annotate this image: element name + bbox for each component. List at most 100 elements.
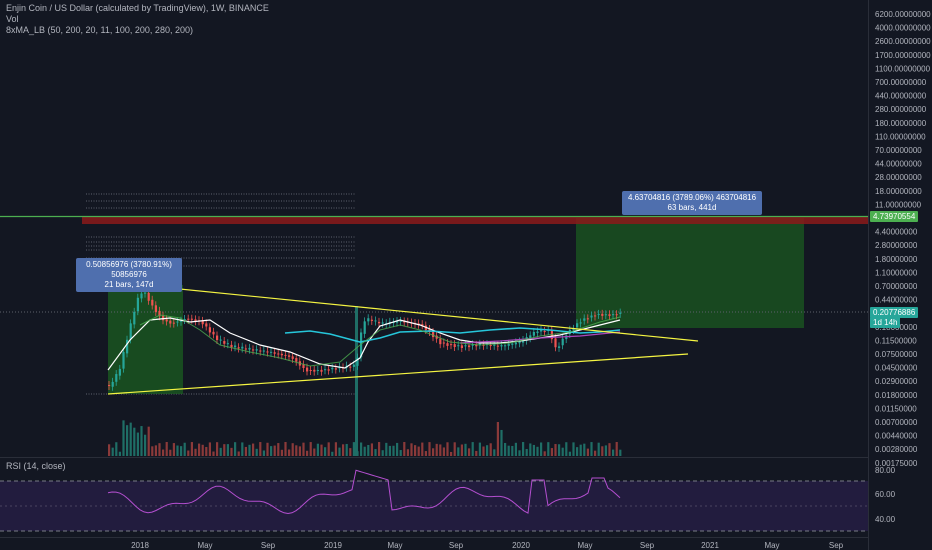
volume-bar xyxy=(511,445,514,456)
volume-bar xyxy=(360,442,363,456)
candle-body xyxy=(320,369,323,372)
candle-body xyxy=(237,347,240,349)
candle-body xyxy=(133,311,136,325)
volume-bar xyxy=(230,447,233,456)
candle-body xyxy=(266,351,269,353)
price-axis-label: 2600.00000000 xyxy=(875,37,931,46)
time-axis-label: 2021 xyxy=(701,541,719,550)
resistance-trendline[interactable] xyxy=(139,284,699,342)
volume-bar xyxy=(514,442,517,456)
candle-body xyxy=(194,319,197,322)
volume-legend[interactable]: Vol xyxy=(6,14,19,24)
measure-zone-left[interactable] xyxy=(108,285,183,394)
rsi-line[interactable] xyxy=(107,469,621,515)
candle-body xyxy=(331,367,334,370)
candlesticks xyxy=(108,288,622,391)
volume-bar xyxy=(352,442,355,456)
volume-bar xyxy=(500,429,503,456)
volume-bar xyxy=(158,443,161,456)
candle-body xyxy=(126,339,129,354)
price-axis-border xyxy=(868,0,869,550)
measure-zone-right[interactable] xyxy=(576,218,804,328)
price-axis-label: 1.80000000 xyxy=(875,255,918,264)
candle-body xyxy=(291,356,294,359)
volume-bar xyxy=(151,446,154,456)
candle-body xyxy=(493,344,496,346)
volume-bar xyxy=(507,445,510,456)
price-axis-label: 1.10000000 xyxy=(875,268,918,277)
volume-bar xyxy=(363,446,366,456)
price-axis-label: 0.00440000 xyxy=(875,432,918,441)
volume-bar xyxy=(183,442,186,456)
candle-body xyxy=(165,319,168,322)
volume-bar xyxy=(381,450,384,456)
volume-bar xyxy=(234,442,237,456)
volume-bar xyxy=(162,449,165,456)
time-axis-label: Sep xyxy=(449,541,464,550)
rsi-legend[interactable]: RSI (14, close) xyxy=(6,461,66,471)
candle-body xyxy=(122,352,125,369)
measure-label-left[interactable]: 0.50856976 (3780.91%) 50856976 21 bars, … xyxy=(76,258,182,292)
candle-body xyxy=(288,355,291,357)
candle-body xyxy=(144,292,147,294)
volume-bar xyxy=(111,447,114,456)
volume-bar xyxy=(558,444,561,456)
volume-bar xyxy=(612,449,615,456)
ma-green[interactable] xyxy=(139,314,621,367)
volume-bar xyxy=(277,443,280,456)
volume-bar xyxy=(291,443,294,456)
pane-divider[interactable] xyxy=(0,457,868,458)
candle-body xyxy=(262,350,265,352)
candle-body xyxy=(421,324,424,326)
volume-bar xyxy=(108,444,111,456)
volume-bar xyxy=(568,451,571,456)
volume-bar xyxy=(216,442,219,456)
candle-body xyxy=(259,350,262,352)
volume-bar xyxy=(309,442,312,456)
volume-bar xyxy=(396,442,399,456)
support-trendline[interactable] xyxy=(107,353,689,395)
volume-bar xyxy=(252,443,255,456)
rsi-axis[interactable]: 80.00 60.00 40.00 xyxy=(875,466,896,524)
volume-bar xyxy=(259,442,262,456)
volume-bar xyxy=(450,451,453,456)
measure-label-right[interactable]: 4.63704816 (3789.06%) 463704816 63 bars,… xyxy=(622,191,762,215)
price-axis[interactable]: 6200.00000000 4000.00000000 2600.00000000 1… xyxy=(875,10,931,468)
volume-bar xyxy=(403,442,406,456)
candle-body xyxy=(190,318,193,320)
rsi-axis-label: 40.00 xyxy=(875,515,896,524)
time-axis[interactable]: 2018 May Sep 2019 May Sep 2020 May Sep 2021 May Sep xyxy=(131,541,844,550)
volume-bar xyxy=(550,448,553,456)
ma-legend[interactable]: 8xMA_LB (50, 200, 20, 11, 100, 200, 280,… xyxy=(6,25,193,35)
current-price-tag: 0.20776886 xyxy=(870,307,919,318)
price-axis-label: 440.00000000 xyxy=(875,92,927,101)
price-axis-label: 700.00000000 xyxy=(875,78,927,87)
candle-body xyxy=(460,345,463,349)
time-axis-label: May xyxy=(387,541,402,550)
volume-bar xyxy=(201,444,204,456)
candle-body xyxy=(154,305,157,312)
volume-bar xyxy=(604,445,607,456)
volume-bar xyxy=(212,451,215,456)
candle-body xyxy=(241,346,244,349)
time-axis-border xyxy=(0,537,868,538)
symbol-title[interactable]: Enjin Coin / US Dollar (calculated by Tr… xyxy=(6,3,269,13)
volume-bar xyxy=(453,442,456,456)
volume-bar xyxy=(126,425,129,456)
price-axis-label: 0.00175000 xyxy=(875,459,918,468)
candle-body xyxy=(518,341,521,344)
volume-bar xyxy=(241,442,244,456)
ma-purple[interactable] xyxy=(459,331,621,344)
candle-body xyxy=(507,343,510,346)
volume-bar xyxy=(572,442,575,456)
target-price-tag: 4.73970554 xyxy=(870,211,919,222)
candle-body xyxy=(392,322,395,324)
volume-bar xyxy=(579,444,582,456)
candle-body xyxy=(496,345,499,347)
candle-body xyxy=(302,364,305,369)
time-axis-label: 2020 xyxy=(512,541,530,550)
candle-body xyxy=(255,349,258,351)
volume-bar xyxy=(525,448,528,456)
volume-bar xyxy=(428,442,431,456)
